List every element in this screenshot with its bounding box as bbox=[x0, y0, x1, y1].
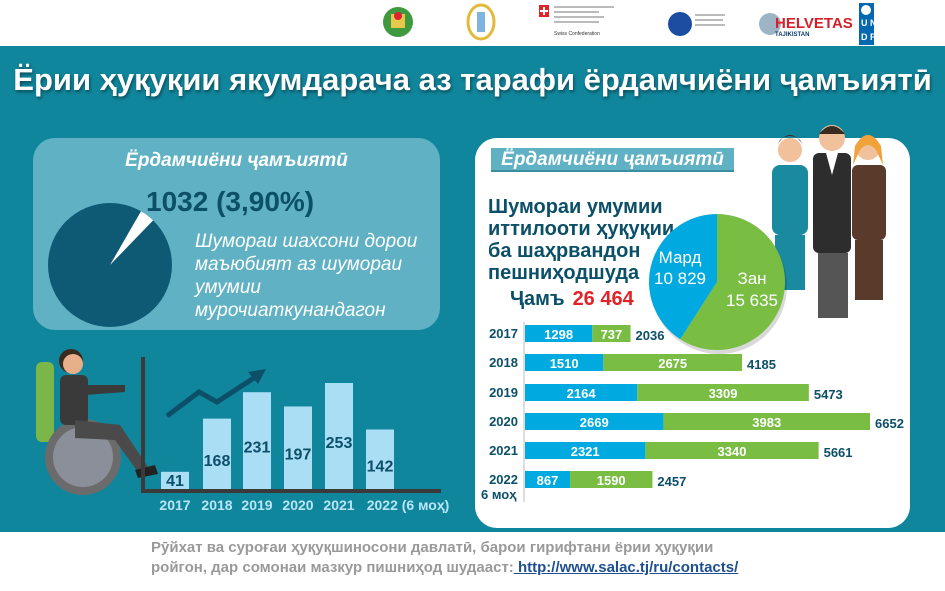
bar-segment-female bbox=[645, 442, 819, 459]
bar-segment-female bbox=[663, 413, 870, 430]
segment-value-label: 1298 bbox=[544, 327, 573, 342]
right-panel-heading: Ёрдамчиёни ҷамъиятӣ bbox=[491, 148, 734, 172]
bar-segment-female bbox=[569, 471, 653, 488]
bar-segment-female bbox=[637, 384, 809, 401]
bar-segment-male bbox=[525, 325, 593, 342]
x-tick-label: 2021 bbox=[323, 497, 354, 513]
svg-text:D P: D P bbox=[861, 32, 876, 42]
total-value-label: 2036 bbox=[636, 328, 665, 343]
bar-segment-female bbox=[603, 354, 743, 371]
total-value-label: 6652 bbox=[875, 416, 904, 431]
salac-emblem-logo bbox=[466, 3, 496, 41]
segment-value-label: 2669 bbox=[580, 415, 609, 430]
slice-value-male: 10 829 bbox=[654, 269, 706, 288]
bar-value-label: 142 bbox=[367, 458, 394, 475]
total-label: Ҷамъ bbox=[510, 288, 565, 310]
segment-value-label: 3340 bbox=[718, 444, 747, 459]
pie-slice-disability bbox=[110, 211, 154, 265]
x-tick-label: 2022 (6 моҳ) bbox=[367, 497, 450, 513]
bar-2019 bbox=[243, 392, 271, 489]
segment-value-label: 1510 bbox=[550, 356, 579, 371]
bar-2020 bbox=[284, 406, 312, 489]
bar-segment-male bbox=[525, 354, 604, 371]
swiss-confederation-logo: Swiss Confederation bbox=[539, 5, 614, 37]
y-tick-label: 2017 bbox=[489, 326, 518, 341]
segment-value-label: 2321 bbox=[571, 444, 600, 459]
x-tick-label: 2018 bbox=[201, 497, 232, 513]
disability-value: 1032 (3,90%) bbox=[146, 186, 315, 217]
x-tick-label: 2017 bbox=[159, 497, 190, 513]
bar-segment-male bbox=[525, 413, 664, 430]
undp-logo: U N D P bbox=[859, 3, 877, 45]
disability-by-year-chart: 41 168 231 197 253 142 2017 2018 2019 2020 2021 202… bbox=[159, 383, 449, 513]
disability-description: Шумораи шахсони дорои маъюбият аз шумора… bbox=[195, 231, 418, 321]
pie-slice-female bbox=[680, 214, 785, 350]
y-tick-label: 2019 bbox=[489, 385, 518, 400]
slice-label-male: Мард bbox=[659, 248, 702, 267]
left-panel-heading: Ёрдамчиёни ҷамъиятӣ bbox=[125, 150, 348, 171]
logo-header: Swiss Confederation HELVETAS TAJIKISTAN … bbox=[0, 0, 945, 46]
total-value-label: 4185 bbox=[747, 357, 776, 372]
bar-2021 bbox=[325, 383, 353, 489]
footer-line1: Рӯйхат ва суроғаи ҳуқуқшиносони давлатӣ,… bbox=[151, 539, 714, 556]
total-value-label: 5473 bbox=[814, 387, 843, 402]
x-tick-label: 2020 bbox=[282, 497, 313, 513]
bar-segment-male bbox=[525, 471, 570, 488]
bar-value-label: 197 bbox=[285, 447, 312, 464]
segment-value-label: 1590 bbox=[597, 473, 626, 488]
y-tick-label: 2018 bbox=[489, 355, 518, 370]
segment-value-label: 3309 bbox=[709, 386, 738, 401]
segment-value-label: 2675 bbox=[658, 356, 687, 371]
segment-value-label: 2164 bbox=[567, 386, 597, 401]
year-bar-axis bbox=[141, 357, 441, 493]
finland-ministry-logo bbox=[668, 12, 725, 36]
slice-label-female: Зан bbox=[737, 269, 766, 288]
y-tick-label: 2022 bbox=[489, 472, 518, 487]
bar-2017 bbox=[161, 471, 189, 489]
bar-value-label: 168 bbox=[204, 453, 231, 470]
people-illustration bbox=[772, 125, 886, 318]
total-value-label: 5661 bbox=[824, 445, 853, 460]
total-value-label: 2457 bbox=[657, 474, 686, 489]
contacts-link[interactable]: http://www.salac.tj/ru/contacts/ bbox=[513, 559, 739, 576]
bar-2022 (6 моҳ) bbox=[366, 429, 394, 489]
bar-segment-male bbox=[525, 442, 646, 459]
y-tick-label: 2021 bbox=[489, 443, 518, 458]
segment-value-label: 867 bbox=[537, 473, 559, 488]
bar-value-label: 41 bbox=[166, 473, 184, 490]
bar-segment-female bbox=[592, 325, 631, 342]
gender-pie: Мард 10 829 Зан 15 635 bbox=[648, 214, 787, 354]
disability-pie bbox=[48, 203, 172, 327]
svg-text:U N: U N bbox=[861, 18, 877, 28]
tajikistan-emblem-logo bbox=[383, 7, 413, 37]
slice-value-female: 15 635 bbox=[726, 291, 778, 310]
helvetas-logo: HELVETAS TAJIKISTAN bbox=[759, 13, 853, 38]
wheelchair-person-illustration bbox=[36, 349, 158, 495]
legal-info-by-year-chart: 2017 1298 737 2036 2018 1510 2675 4185 2019 2164 3… bbox=[481, 322, 904, 502]
bar-value-label: 253 bbox=[326, 435, 353, 452]
logos: Swiss Confederation HELVETAS TAJIKISTAN … bbox=[383, 3, 877, 45]
x-tick-label: 2019 bbox=[241, 497, 272, 513]
swiss-text: Swiss Confederation bbox=[554, 31, 600, 37]
footer-note: Рӯйхат ва суроғаи ҳуқуқшиносони давлатӣ,… bbox=[151, 538, 738, 578]
segment-value-label: 3983 bbox=[752, 415, 781, 430]
bar-segment-male bbox=[525, 384, 638, 401]
bar-value-label: 231 bbox=[244, 440, 271, 457]
page-title: Ёрии ҳуқуқии якумдарача аз тарафи ёрдамч… bbox=[13, 62, 932, 97]
right-panel-description: Шумораи умумии иттилооти ҳуқуқии ба шаҳр… bbox=[488, 196, 675, 284]
total: Ҷамъ 26 464 bbox=[510, 288, 634, 311]
pie-slice-male bbox=[648, 214, 717, 340]
bar-2018 bbox=[203, 418, 231, 489]
total-value: 26 464 bbox=[572, 288, 634, 310]
helvetas-text: HELVETAS bbox=[775, 15, 853, 32]
category-note: 6 моҳ bbox=[481, 487, 517, 502]
segment-value-label: 737 bbox=[601, 327, 623, 342]
trend-arrow-icon bbox=[248, 369, 266, 384]
footer-line2: ройгон, дар сомонаи мазкур пишниҳод шуда… bbox=[151, 559, 514, 576]
y-tick-label: 2020 bbox=[489, 414, 518, 429]
helvetas-sub: TAJIKISTAN bbox=[775, 32, 809, 38]
